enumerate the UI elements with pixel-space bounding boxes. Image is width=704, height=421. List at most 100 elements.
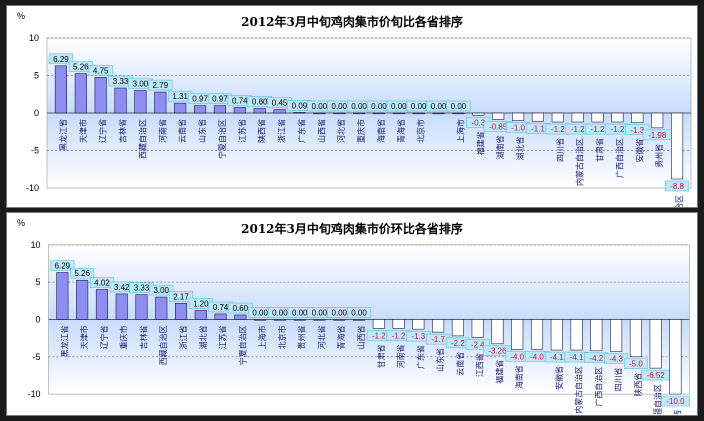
bar [629,319,642,358]
data-label: -1.0 [511,124,525,133]
category-label: 辽宁省 [99,325,109,349]
data-label: 0.09 [292,101,308,110]
data-label: 0.97 [212,95,228,104]
bar [352,319,366,321]
bar [651,112,664,129]
bar [471,319,484,338]
y-tick-label: 10 [31,240,41,250]
data-label: 3.00 [154,286,170,295]
bar [234,314,247,320]
bar [95,289,108,320]
bar [452,112,465,115]
bar [253,108,266,114]
data-label: 0.00 [431,102,447,111]
data-label: -8.8 [670,182,684,191]
category-label: 新疆自治区 [674,195,684,207]
data-label-box [148,79,173,91]
bar [134,90,147,114]
data-label-box [347,307,372,318]
category-label: 海南省 [376,119,386,143]
category-label: 四川省 [555,138,565,162]
bar [115,293,128,320]
y-tick-label: 5 [34,71,39,81]
data-label: -1.3 [411,332,425,341]
data-label: 3.33 [113,77,129,86]
data-label: -1.2 [551,125,565,134]
category-label: 云南省 [455,352,465,376]
data-label: 6.29 [55,262,71,271]
bar [114,87,127,114]
data-label: -1.2 [611,125,625,134]
category-label: 湖南省 [495,135,505,159]
bar [54,65,68,114]
category-label: 内蒙古自治区 [575,138,585,186]
bar [531,112,545,122]
data-label: 0.97 [192,95,208,104]
data-label: 1.31 [172,92,188,101]
bar [293,319,306,321]
bar [451,319,464,337]
category-label: 甘肃省 [376,344,386,368]
bar [273,319,286,321]
category-label: 甘肃省 [595,138,605,162]
bar [254,319,267,321]
bar [214,313,227,320]
category-label: 吉林省 [118,119,128,143]
data-label: -1.2 [571,125,585,134]
bar [669,319,682,395]
category-label: 天津市 [79,325,89,349]
data-label: 3.00 [133,80,149,89]
data-label: -1.2 [392,331,406,340]
data-label-box [483,345,512,356]
category-label: 青海省 [336,325,346,349]
category-label: 重庆市 [119,325,129,349]
data-label: 2.79 [153,81,169,90]
data-label-box [50,260,75,271]
category-label: 北京市 [416,119,426,143]
category-label: 黑龙江省 [58,119,68,151]
bar [511,319,524,350]
category-label: 浙江省 [277,119,287,143]
data-label: -6.52 [647,371,666,380]
data-label: 0.74 [213,303,229,312]
category-label: 上海市 [257,325,267,349]
bar [590,319,603,352]
bar [293,112,306,114]
bar [412,319,425,330]
category-label: 江苏省 [218,325,228,349]
category-label: 河北省 [316,325,326,349]
category-label: 江苏省 [237,119,247,143]
bar [135,294,148,320]
data-label: 0.74 [232,96,248,105]
data-label: 5.26 [74,269,90,278]
category-label: 吉林省 [138,325,148,349]
y-unit-label: % [17,218,26,228]
data-label-box [88,65,113,76]
bar [570,319,583,351]
category-label: 陕西省 [257,119,267,143]
bar [649,319,662,369]
bar [194,310,207,320]
data-label: -5.0 [629,360,643,369]
data-label: 1.20 [193,300,209,309]
data-label: 0.00 [411,102,427,111]
category-label: 陕西省 [633,373,643,397]
category-label: 北京市 [277,325,287,349]
bar [76,279,89,320]
category-label: 江西省 [475,353,485,377]
bar [571,112,584,123]
y-tick-label: 5 [36,277,41,287]
category-label: 宁夏自治区 [237,325,247,365]
data-label: -4.0 [530,352,544,361]
data-label: -1.2 [591,125,605,134]
category-label: 黑龙江省 [59,325,69,357]
data-label: -4.3 [609,355,623,364]
category-label: 山东省 [435,348,445,372]
data-label-box [623,358,648,369]
data-label: 0.45 [272,99,288,108]
bar [611,112,624,123]
chart-title-xunbi: 2012年3月中旬鸡肉集市价旬比各省排序 [241,15,463,29]
bar [56,272,69,320]
bar [670,112,684,180]
category-label: 广西自治区 [593,367,603,407]
